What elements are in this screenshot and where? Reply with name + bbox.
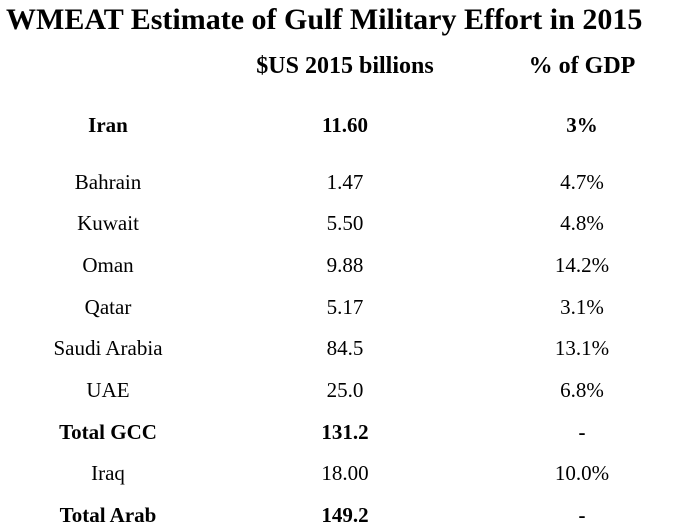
page-title: WMEAT Estimate of Gulf Military Effort i… xyxy=(6,3,643,36)
table-row-iraq: Iraq 18.00 10.0% xyxy=(0,458,694,488)
spending-cell: 149.2 xyxy=(321,503,369,527)
country-cell: Iraq xyxy=(91,461,125,485)
table-row-bahrain: Bahrain 1.47 4.7% xyxy=(0,167,694,197)
gdp-cell: 13.1% xyxy=(554,336,610,360)
table-row-total-gcc: Total GCC 131.2 - xyxy=(0,417,694,447)
table-row-iran: Iran 11.60 3% xyxy=(0,110,694,140)
gdp-cell: 3% xyxy=(566,113,598,137)
gdp-cell: 4.7% xyxy=(560,170,604,194)
table-row-saudi-arabia: Saudi Arabia 84.5 13.1% xyxy=(0,333,694,363)
gdp-cell: 10.0% xyxy=(554,461,610,485)
country-cell: Bahrain xyxy=(74,170,142,194)
country-cell: Oman xyxy=(82,253,134,277)
spending-cell: 5.17 xyxy=(326,295,364,319)
gdp-cell: - xyxy=(578,503,586,527)
spending-cell: 5.50 xyxy=(326,211,364,235)
country-cell: Total GCC xyxy=(59,420,157,444)
column-header-spending: $US 2015 billions xyxy=(256,53,434,79)
table-row-uae: UAE 25.0 6.8% xyxy=(0,375,694,405)
spending-cell: 25.0 xyxy=(326,378,364,402)
table-row-kuwait: Kuwait 5.50 4.8% xyxy=(0,208,694,238)
country-cell: Total Arab xyxy=(59,503,157,527)
spending-cell: 84.5 xyxy=(326,336,364,360)
table-row-total-arab: Total Arab 149.2 - xyxy=(0,500,694,530)
table-row-oman: Oman 9.88 14.2% xyxy=(0,250,694,280)
gdp-cell: 14.2% xyxy=(554,253,610,277)
spending-cell: 11.60 xyxy=(321,113,369,137)
gdp-cell: 3.1% xyxy=(560,295,604,319)
spending-cell: 1.47 xyxy=(326,170,364,194)
spending-cell: 18.00 xyxy=(321,461,369,485)
country-cell: Iran xyxy=(88,113,128,137)
gdp-cell: - xyxy=(578,420,586,444)
spending-cell: 9.88 xyxy=(326,253,364,277)
gdp-cell: 6.8% xyxy=(560,378,604,402)
country-cell: Kuwait xyxy=(77,211,139,235)
gdp-cell: 4.8% xyxy=(560,211,604,235)
spending-cell: 131.2 xyxy=(321,420,369,444)
country-cell: Qatar xyxy=(84,295,132,319)
country-cell: UAE xyxy=(86,378,130,402)
table-row-qatar: Qatar 5.17 3.1% xyxy=(0,292,694,322)
column-header-gdp: % of GDP xyxy=(528,53,636,79)
country-cell: Saudi Arabia xyxy=(53,336,163,360)
